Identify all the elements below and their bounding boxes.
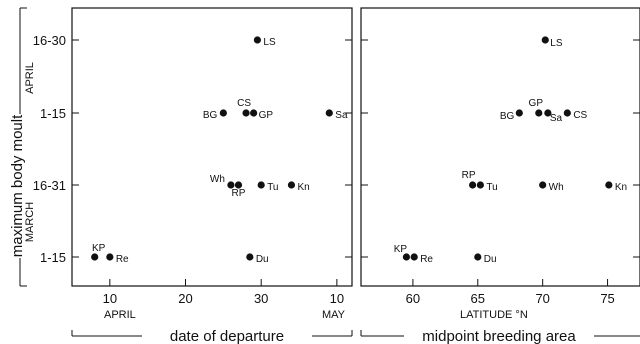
point-label-kn: Kn: [615, 182, 627, 193]
x-tick-label: 60: [406, 291, 420, 306]
right-x-ticks: 60 65 70 75: [406, 279, 615, 306]
point-label-du: Du: [484, 254, 497, 265]
x-tick-label: 30: [254, 291, 268, 306]
point-rp: [234, 181, 243, 189]
x-tick-label: 65: [471, 291, 485, 306]
x-tick-label: 75: [600, 291, 614, 306]
panel-frame-left: [71, 7, 353, 287]
point-rp: [469, 181, 477, 189]
point-kn: [605, 181, 613, 189]
point-bg: [219, 109, 227, 117]
point-cs: [563, 109, 571, 117]
point-du: [246, 253, 254, 261]
point-label-ls: LS: [263, 37, 276, 48]
point-wh: [539, 181, 547, 189]
y-tick-label: 16-31: [33, 178, 66, 193]
y-tick-label: 1-15: [40, 250, 66, 265]
left-x-ticks: 10 20 30 10: [103, 279, 344, 306]
point-label-du: Du: [256, 254, 269, 265]
point-label-cs: CS: [573, 110, 587, 121]
point-gp: [535, 109, 543, 117]
panel-latitude: LS BG GP Sa CS RP Tu Wh Kn KP Re Du 60 65 70 75: [360, 7, 640, 306]
x-tick-label: 10: [330, 291, 344, 306]
point-wh: [227, 181, 235, 189]
point-label-tu: Tu: [267, 182, 278, 193]
point-label-cs: CS: [237, 98, 251, 109]
point-label-tu: Tu: [486, 182, 497, 193]
x-month-label-april: APRIL: [104, 309, 136, 321]
point-label-rp: RP: [232, 188, 246, 199]
point-label-wh: Wh: [549, 182, 564, 193]
point-label-wh: Wh: [210, 174, 225, 185]
point-cs: [242, 109, 250, 117]
point-du: [474, 253, 482, 261]
x-title-breeding-area: midpoint breeding area: [422, 328, 576, 344]
y-axis-bracket: [19, 7, 27, 287]
x-month-label-may: MAY: [322, 309, 346, 321]
point-kn: [287, 181, 296, 189]
point-sa: [544, 109, 552, 117]
panel-departure: 1-15 16-31 1-15 16-30 LS BG CS GP Sa Wh RP Tu Kn KP R…: [33, 7, 353, 306]
point-label-ls: LS: [550, 38, 563, 49]
point-tu: [257, 181, 265, 189]
y-tick-label: 16-30: [33, 33, 66, 48]
point-label-kp: KP: [92, 243, 106, 254]
point-label-kp: KP: [394, 244, 408, 255]
point-label-bg: BG: [203, 110, 218, 121]
y-axis-title: maximum body moult: [9, 114, 26, 257]
point-gp: [250, 109, 258, 117]
x-tick-label: 70: [535, 291, 549, 306]
x-title-departure: date of departure: [170, 328, 284, 344]
point-kp: [91, 253, 99, 261]
point-label-re: Re: [116, 254, 129, 265]
y-tick-labels: 1-15 16-31 1-15 16-30: [33, 33, 66, 265]
point-label-re: Re: [420, 254, 433, 265]
point-label-gp: GP: [529, 98, 544, 109]
x-title-bracket-right: [360, 330, 640, 337]
point-sa: [325, 109, 333, 117]
x-title-bracket-left: [71, 330, 353, 337]
x-tick-label: 10: [103, 291, 117, 306]
point-ls: [541, 36, 549, 44]
y-group-label-april: APRIL: [24, 62, 36, 94]
point-bg: [515, 109, 523, 117]
point-label-sa: Sa: [550, 113, 563, 124]
point-label-bg: BG: [500, 111, 515, 122]
point-re: [410, 253, 418, 261]
y-group-label-march: MARCH: [24, 202, 36, 242]
point-tu: [476, 181, 484, 189]
point-ls: [253, 36, 262, 44]
left-marks: LS BG CS GP Sa Wh RP Tu Kn KP Re Du: [72, 36, 352, 265]
x-axis-label-latitude: LATITUDE °N: [460, 309, 528, 321]
panel-frame-right: [360, 7, 640, 287]
point-label-sa: Sa: [335, 110, 348, 121]
x-tick-label: 20: [178, 291, 192, 306]
y-tick-label: 1-15: [40, 106, 66, 121]
point-label-kn: Kn: [297, 182, 309, 193]
point-label-gp: GP: [259, 110, 274, 121]
right-marks: LS BG GP Sa CS RP Tu Wh Kn KP Re Du: [361, 36, 640, 265]
point-label-rp: RP: [462, 170, 476, 181]
point-re: [106, 253, 114, 261]
point-kp: [402, 253, 411, 261]
